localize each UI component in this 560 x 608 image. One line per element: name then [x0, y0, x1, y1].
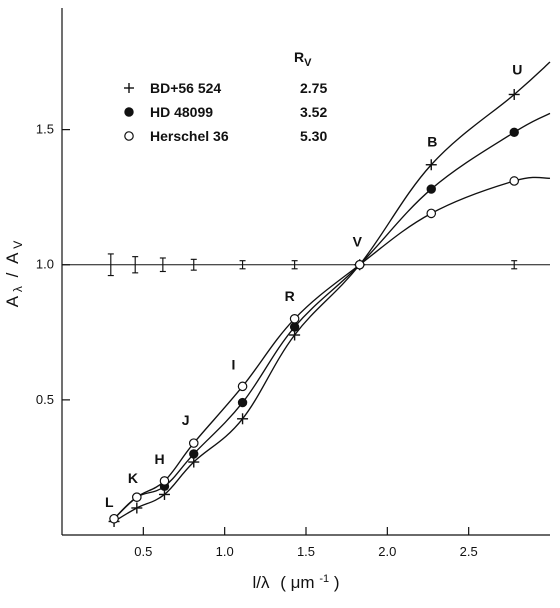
legend-rv-title-base: R: [294, 49, 304, 65]
band-label-r: R: [285, 288, 295, 304]
labels-layer: LKH J I R V B U: [105, 61, 522, 509]
x-axis-title: l/λ ( μm -1 ): [252, 567, 339, 592]
series-0-point-7: [425, 159, 437, 171]
x-axis-title-unit: μm: [291, 573, 315, 592]
y-tick-label-1: 1.0: [36, 257, 54, 272]
reference-error-bar-5: [291, 260, 298, 270]
x-tick-label-0: 0.5: [134, 544, 152, 559]
legend-marker-2: [124, 131, 134, 141]
series-2-point-6: [354, 259, 365, 270]
x-axis-title-close: ): [334, 573, 340, 592]
series-2-point-2: [159, 476, 170, 486]
band-label-b: B: [427, 134, 437, 150]
legend-marker-1: [124, 107, 134, 117]
series-2-point-0: [109, 513, 119, 524]
legend-rv-value-2: 5.30: [300, 128, 327, 144]
x-tick-label-4: 2.5: [460, 544, 478, 559]
band-label-u: U: [512, 61, 522, 77]
series-2-curve: [113, 176, 551, 520]
series-2-point-4: [237, 381, 248, 392]
reference-error-bar-4: [239, 260, 246, 270]
band-label-j: J: [182, 412, 190, 428]
series-1-point-8: [509, 127, 519, 138]
series-2-point-3: [188, 438, 199, 448]
series-1-curve: [113, 112, 551, 520]
points-layer: [108, 88, 520, 527]
y-tick-label-0: 0.5: [36, 392, 54, 407]
series-0-point-8: [508, 88, 520, 100]
reference-error-bar-3: [190, 258, 197, 271]
y-tick-label-2: 1.5: [36, 122, 54, 137]
reference-error-bar-0: [107, 253, 114, 277]
legend-rv-title: RV: [294, 49, 312, 69]
x-axis-title-unit-sup: -1: [319, 573, 329, 585]
y-axis-title-num-sub: λ: [11, 286, 25, 292]
x-tick-label-3: 2.0: [378, 544, 396, 559]
series-2-point-8: [509, 176, 520, 186]
series-1-point-3: [189, 449, 199, 459]
legend-series-name-1: HD 48099: [150, 104, 213, 120]
reference-error-bar-6: [511, 260, 518, 270]
legend-rv-value-1: 3.52: [300, 104, 327, 120]
reference-error-bar-1: [132, 256, 139, 274]
band-label-i: I: [232, 356, 236, 372]
curves-layer: [113, 61, 551, 523]
x-tick-label-2: 1.5: [297, 544, 315, 559]
x-axis-title-open: (: [280, 573, 286, 592]
x-tick-label-1: 1.0: [216, 544, 234, 559]
series-2-point-5: [289, 313, 300, 324]
series-0-point-4: [237, 413, 249, 425]
legend-series-name-2: Herschel 36: [150, 128, 229, 144]
legend-rv-value-0: 2.75: [300, 80, 327, 96]
y-axis-title-den-sub: V: [11, 241, 25, 249]
y-axis-title-den-base: A: [3, 252, 22, 264]
band-label-l: L: [105, 494, 114, 510]
band-label-k: K: [128, 470, 138, 486]
band-label-h: H: [154, 451, 164, 467]
band-label-v: V: [353, 234, 363, 250]
x-axis-title-prefix: l/λ: [252, 573, 270, 592]
series-0-point-1: [131, 502, 143, 514]
series-2-point-7: [426, 208, 437, 219]
legend-layer: RV BD+56 524 2.75 HD 48099 3.52 Herschel 36 5.…: [124, 49, 327, 144]
legend-marker-0: [124, 83, 134, 93]
reference-layer: [62, 253, 550, 277]
y-axis-title: A λ / A V: [3, 241, 26, 308]
series-1-point-4: [237, 397, 248, 408]
axes-layer: 0.5 1.0 1.5 2.0 2.5 0.5 1.0 1.5: [36, 8, 550, 559]
y-axis-title-slash: /: [3, 272, 22, 277]
reference-error-bar-2: [159, 257, 166, 273]
series-1-point-5: [289, 322, 300, 332]
y-axis-title-num-base: A: [3, 295, 22, 307]
legend-series-name-0: BD+56 524: [150, 80, 221, 96]
series-0-curve: [113, 61, 551, 523]
series-2-point-1: [132, 492, 142, 502]
series-1-point-7: [426, 184, 436, 194]
legend-rv-title-sub: V: [304, 57, 312, 69]
